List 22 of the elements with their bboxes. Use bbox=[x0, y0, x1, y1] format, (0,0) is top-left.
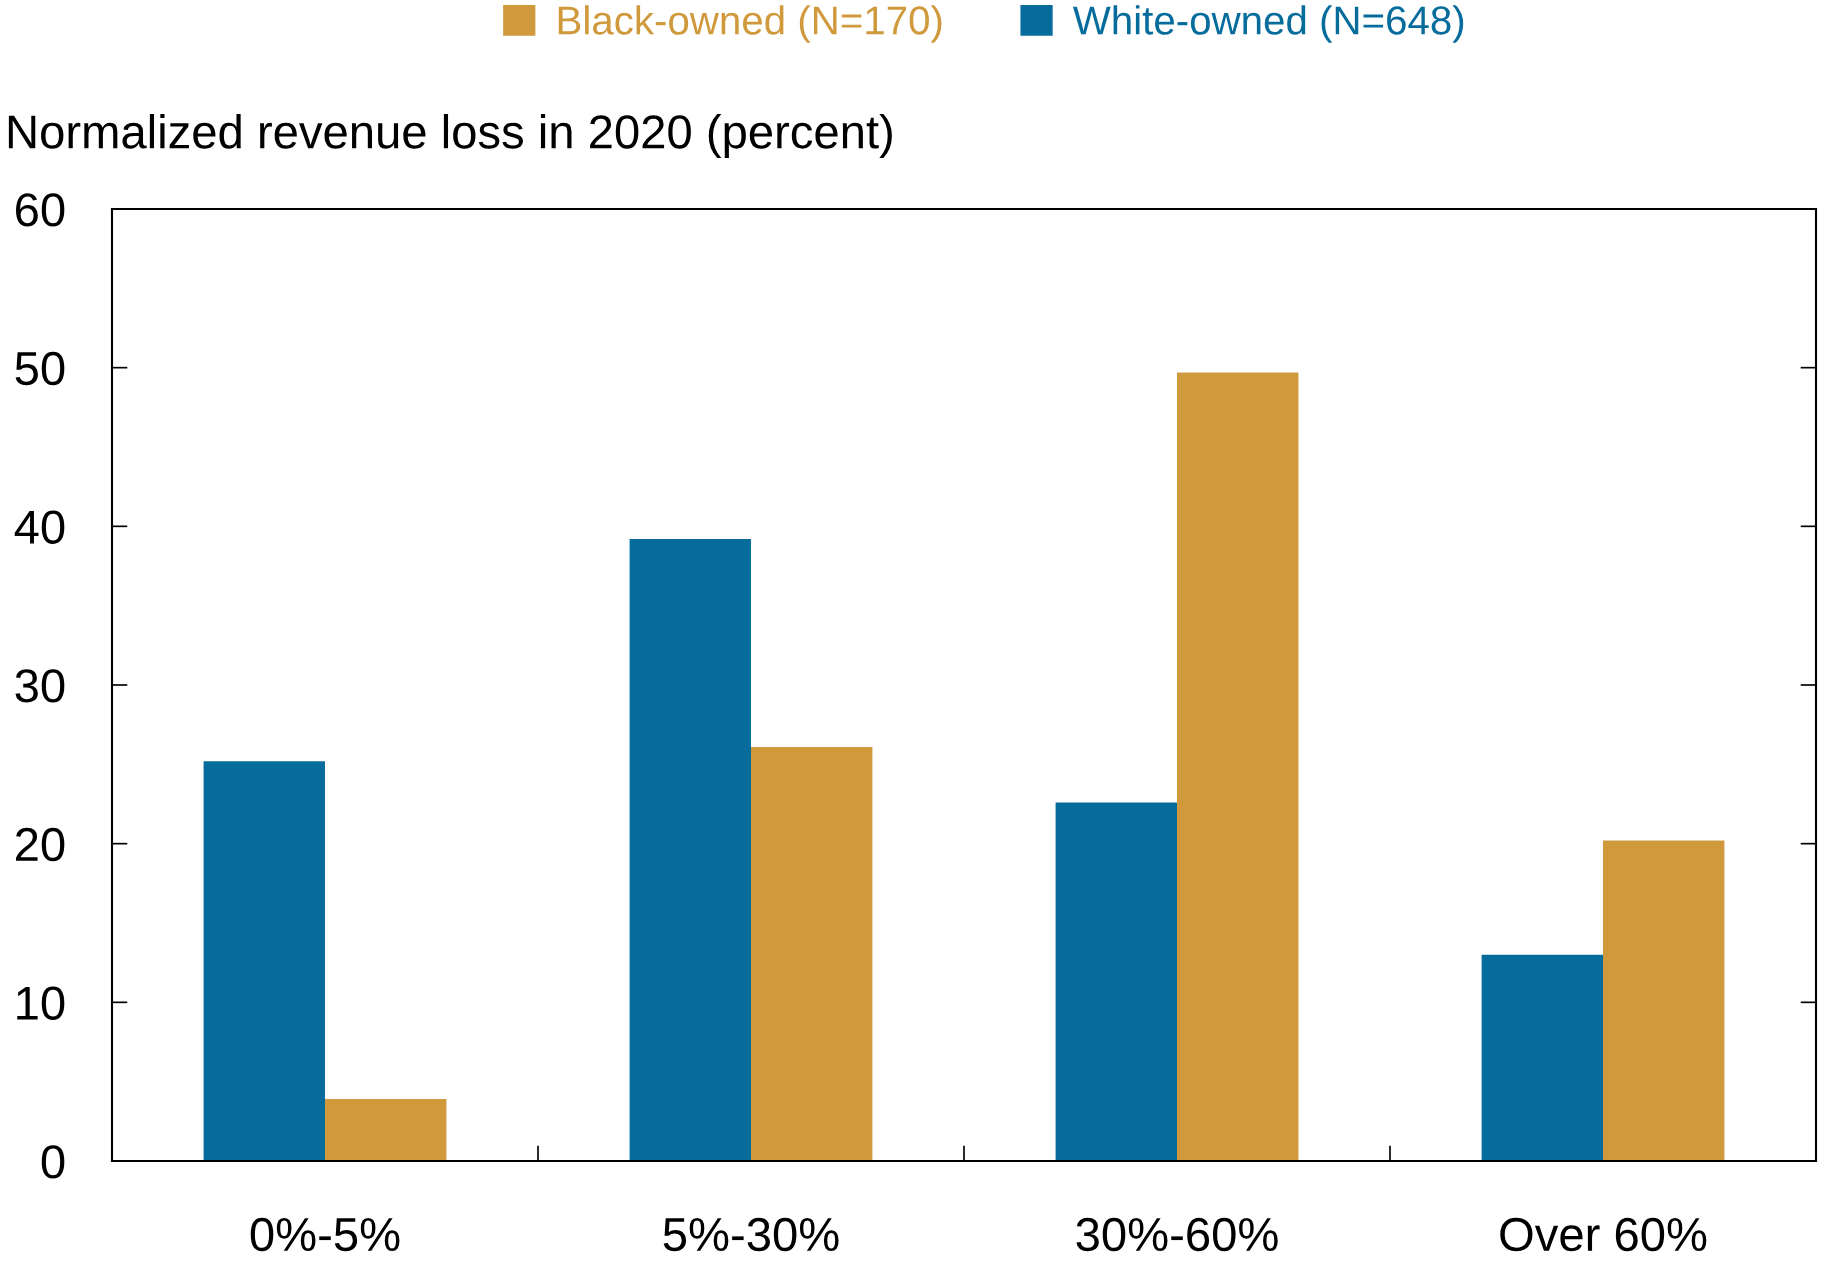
bar bbox=[1177, 372, 1299, 1161]
y-tick-label: 50 bbox=[15, 351, 65, 386]
bar bbox=[1603, 840, 1725, 1161]
bar bbox=[1481, 954, 1603, 1161]
bar bbox=[325, 1099, 447, 1161]
y-axis-title: Normalized revenue loss in 2020 (percent) bbox=[8, 113, 892, 159]
legend-label: Black-owned (N=170) bbox=[558, 5, 942, 43]
legend-label: White-owned (N=648) bbox=[1072, 5, 1464, 43]
x-tick-label: 0%-5% bbox=[250, 1217, 400, 1252]
y-tick-label: 0 bbox=[41, 1145, 65, 1179]
y-tick-label: 20 bbox=[16, 827, 65, 862]
x-tick-label: 5%-30% bbox=[663, 1217, 839, 1252]
bar bbox=[203, 761, 325, 1161]
y-tick-label: 10 bbox=[17, 986, 65, 1020]
bar bbox=[751, 746, 873, 1161]
y-tick-label: 40 bbox=[14, 510, 65, 544]
bar bbox=[1055, 802, 1177, 1161]
y-tick-label: 60 bbox=[16, 193, 65, 227]
x-tick-label: Over 60% bbox=[1500, 1217, 1707, 1252]
x-tick-label: 30%-60% bbox=[1076, 1217, 1278, 1252]
y-tick-label: 30 bbox=[15, 669, 65, 703]
bar bbox=[629, 539, 751, 1161]
